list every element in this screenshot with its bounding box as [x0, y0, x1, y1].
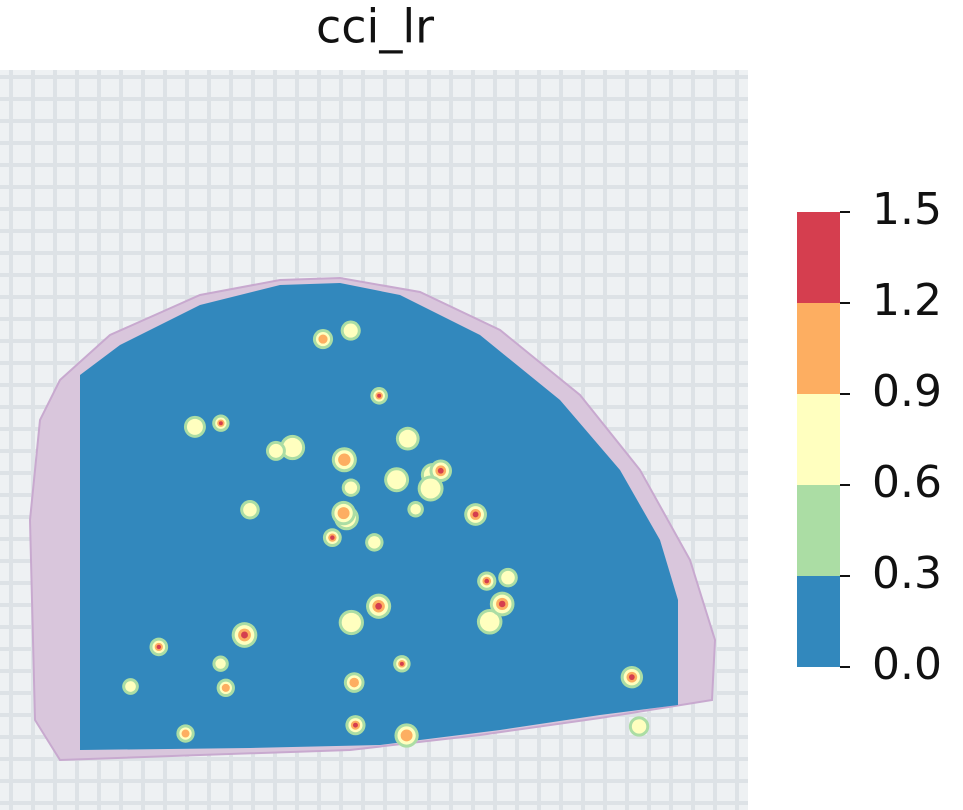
colorbar-tick-label: 1.2	[872, 275, 942, 326]
hotspot	[472, 511, 479, 518]
contour-region	[80, 283, 678, 750]
hotspot	[375, 602, 382, 610]
hotspot	[243, 502, 257, 517]
hotspot	[420, 478, 441, 499]
hotspot	[268, 443, 283, 458]
hotspot	[218, 421, 223, 426]
hotspot	[186, 418, 203, 435]
colorbar-segment	[797, 576, 840, 667]
hotspots	[122, 320, 650, 748]
hotspot	[221, 683, 230, 692]
hotspot	[387, 470, 407, 490]
hotspot	[410, 504, 421, 515]
hotspot	[479, 611, 500, 632]
hotspot	[352, 722, 358, 728]
hotspot	[437, 467, 444, 474]
colorbar-tick-label: 0.3	[872, 548, 942, 599]
colorbar-segment	[797, 212, 840, 303]
colorbar-segment	[797, 485, 840, 576]
hotspot	[338, 453, 351, 466]
hotspot	[349, 677, 359, 688]
hotspot	[341, 612, 361, 633]
colorbar: 0.0 0.3 0.6 0.9 1.2 1.5	[797, 184, 942, 690]
hotspot	[400, 729, 413, 742]
hotspot	[377, 393, 382, 398]
hotspot	[181, 729, 190, 738]
hotspot	[398, 429, 417, 448]
hotspot	[498, 600, 506, 608]
hotspot	[399, 661, 404, 666]
chart-title: cci_lr	[316, 0, 434, 54]
hotspot	[344, 481, 358, 494]
hotspot	[282, 437, 303, 458]
colorbar-segment	[797, 394, 840, 485]
colorbar-tick-label: 0.6	[872, 457, 942, 508]
colorbar-tick-label: 1.5	[872, 184, 942, 235]
hotspot	[241, 631, 248, 639]
hotspot	[484, 578, 490, 584]
hotspot	[330, 535, 335, 540]
colorbar-tick-label: 0.0	[872, 639, 942, 690]
hotspot	[215, 658, 226, 669]
colorbar-tick-label: 0.9	[872, 366, 942, 417]
hotspot	[156, 644, 162, 650]
hotspot	[501, 570, 515, 585]
hotspot	[318, 334, 328, 344]
hotspot	[631, 719, 647, 734]
hotspot	[368, 536, 381, 549]
hotspot	[343, 323, 358, 338]
hotspot	[628, 674, 635, 681]
hotspot	[125, 681, 136, 692]
colorbar-segment	[797, 303, 840, 394]
hotspot	[337, 507, 350, 520]
